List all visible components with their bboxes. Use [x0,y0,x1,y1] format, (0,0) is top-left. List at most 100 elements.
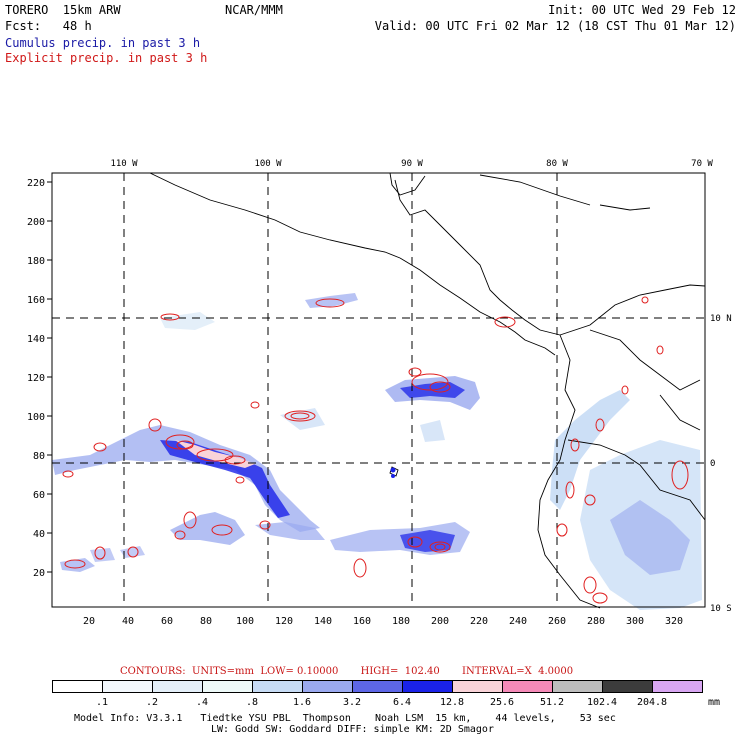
y-tick-label: 80 [33,451,45,462]
field2-title: Explicit precip. in past 3 h [5,51,208,65]
colorbar-swatch [452,680,503,693]
contour [183,511,197,529]
contour [165,434,195,450]
colorbar-label: .4 [195,697,209,708]
x-tick-label: 60 [161,616,173,627]
colorbar-label: .1 [95,697,109,708]
cuba [479,174,591,206]
hispaniola [599,204,651,211]
x-tick-label: 160 [353,616,371,627]
colorbar-swatch [202,680,253,693]
precip-east-coast [550,390,630,510]
field1-title: Cumulus precip. in past 3 h [5,36,201,50]
contour [556,523,568,537]
x-tick-label: 240 [509,616,527,627]
peru-border [639,464,706,521]
contour [592,592,608,604]
precip-east-core [610,500,690,575]
x-tick-label: 220 [470,616,488,627]
org-label: NCAR/MMM [225,3,283,17]
lat-label: 0 [710,459,715,469]
contour [407,536,423,548]
contour [64,559,86,569]
colorbar-label: 1.6 [292,697,312,708]
precip-shading [52,293,702,610]
colorbar-swatch [552,680,603,693]
forecast-hour: Fcst: 48 h [5,19,92,33]
precip-sw-2 [90,548,115,562]
precip-core-west [160,440,290,518]
yucatan [389,172,426,196]
colorbar-swatch [52,680,103,693]
contour [174,530,186,540]
contour [584,494,596,506]
galapagos [389,466,399,477]
contour [196,448,234,462]
x-tick-label: 320 [665,616,683,627]
precip-pink-west [175,440,255,468]
colombia-border [589,329,701,391]
precip-light-n [160,312,215,330]
colorbar-swatch [352,680,403,693]
colorbar-swatch [302,680,353,693]
lon-label: 100 W [254,159,282,169]
precip-sw-3 [120,546,145,558]
model-title: TORERO 15km ARW [5,3,121,17]
colorbar-label: .2 [145,697,159,708]
contour [565,481,575,499]
colorbar-swatch [652,680,703,693]
brazil-border [659,394,701,431]
colorbar-swatch [102,680,153,693]
x-tick-label: 260 [548,616,566,627]
y-tick-label: 180 [27,256,45,267]
colorbar-label: 102.4 [586,697,618,708]
x-tick-label: 40 [122,616,134,627]
mexico-coast [149,172,401,259]
axis-ticks [47,181,52,573]
precip-dot [390,467,396,473]
contour [290,412,310,420]
contour [94,546,106,560]
coastlines [149,172,706,609]
contours-info: CONTOURS: UNITS=mm LOW= 0.10000 HIGH= 10… [120,666,574,677]
y-tick-label: 200 [27,217,45,228]
contour [595,418,605,432]
colorbar-label: 12.8 [439,697,465,708]
lon-labels: 110 W 100 W 90 W 80 W 70 W [110,159,713,169]
y-tick-label: 120 [27,373,45,384]
contour [127,546,139,558]
x-tick-label: 280 [587,616,605,627]
precip-sw-1 [60,558,95,572]
contour [224,455,246,465]
contour [176,440,194,450]
lat-labels: 10 N 0 10 S [710,314,732,614]
x-tick-label: 20 [83,616,95,627]
x-tick-label: 180 [392,616,410,627]
precip-south-1 [170,512,245,545]
contour [235,476,245,484]
colorbar-label: 204.8 [636,697,668,708]
contour [429,381,451,393]
x-tick-label: 300 [626,616,644,627]
precip-dots [390,467,396,478]
contour [641,296,649,304]
contour [62,470,74,478]
precip-light-mid2 [420,420,445,442]
contour [494,316,516,328]
contour [93,442,107,452]
s-america-west [537,334,601,609]
precip-dot [391,474,395,478]
x-tick-label: 80 [200,616,212,627]
model-info-line2: LW: Godd SW: Goddard DIFF: simple KM: 2D… [211,724,494,735]
init-time: Init: 00 UTC Wed 29 Feb 12 [548,3,736,17]
contour [353,558,367,578]
y-tick-label: 160 [27,295,45,306]
ecuador-border [567,439,641,466]
contour [583,576,597,594]
lat-lon-grid [52,173,705,607]
colorbar-swatch [502,680,553,693]
contour [411,373,449,391]
map-frame [51,172,706,608]
y-tick-labels: 220 200 180 160 140 120 100 80 60 40 20 [27,178,45,579]
contour [434,543,446,551]
